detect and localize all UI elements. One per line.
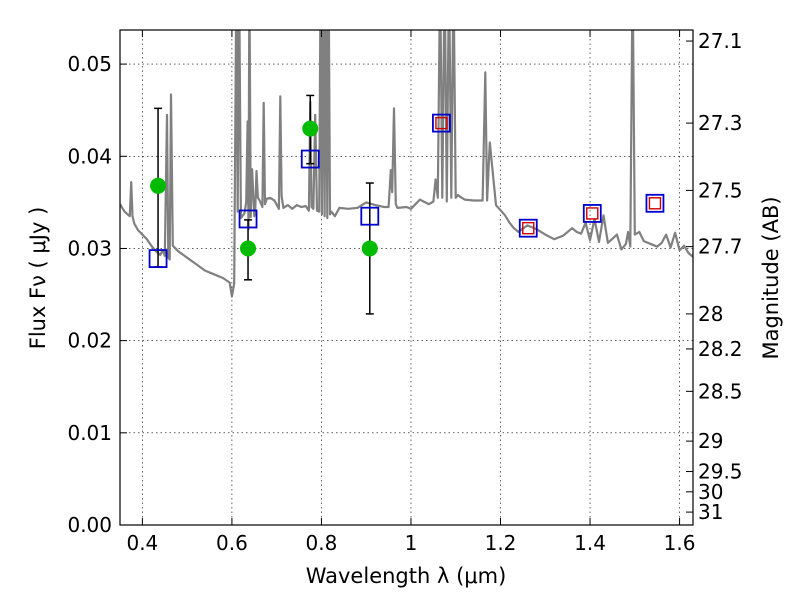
model-flux-square <box>148 249 168 269</box>
model-flux-square <box>432 113 451 133</box>
plot-frame <box>119 29 694 526</box>
y2-axis-label: Magnitude (AB) <box>759 196 783 359</box>
model-spectrum-line <box>120 30 693 298</box>
plot-area <box>120 30 693 525</box>
x-tick-label: 1.2 <box>485 531 517 555</box>
model-flux-square <box>238 209 258 229</box>
marker-layer <box>148 94 665 315</box>
model-flux-square <box>518 218 538 238</box>
y2-tick-label: 27.3 <box>698 111 743 135</box>
y2-tick-label: 30 <box>698 480 723 504</box>
x-tick-label: 0.8 <box>306 531 338 555</box>
observed-flux-point <box>150 177 167 194</box>
model-flux-inner-square <box>586 207 599 220</box>
x-tick-label: 1 <box>405 531 418 555</box>
y-tick-label: 0.00 <box>67 513 112 537</box>
model-flux-square <box>300 149 320 169</box>
y-axis-left: 0.00 0.01 0.02 0.03 0.04 0.05 <box>67 52 127 537</box>
y-tick-label: 0.03 <box>67 236 112 260</box>
x-axis: 0.4 0.6 0.8 1 1.2 1.4 1.6 <box>126 30 695 555</box>
y2-tick-label: 31 <box>698 500 723 524</box>
y-tick-label: 0.05 <box>67 52 112 76</box>
x-tick-label: 0.4 <box>126 531 158 555</box>
x-tick-label: 1.6 <box>664 531 696 555</box>
y-tick-label: 0.04 <box>67 144 112 168</box>
y2-tick-label: 28 <box>698 302 723 326</box>
y2-tick-label: 27.7 <box>698 235 743 259</box>
y2-tick-label: 28.2 <box>698 337 743 361</box>
model-spectrum-layer <box>120 30 693 298</box>
model-flux-square <box>582 204 602 223</box>
y2-tick-label: 29.5 <box>698 460 743 484</box>
model-flux-inner-square <box>648 197 662 210</box>
model-flux-square <box>645 193 665 213</box>
y-tick-label: 0.01 <box>67 421 112 445</box>
y-tick-label: 0.02 <box>67 329 112 353</box>
y2-tick-label: 29 <box>698 429 723 453</box>
y2-tick-label: 27.5 <box>698 178 743 202</box>
model-flux-inner-square <box>522 221 535 235</box>
observed-flux-point <box>240 240 257 257</box>
x-tick-label: 0.6 <box>216 531 248 555</box>
y2-tick-label: 28.5 <box>698 379 743 403</box>
y2-tick-label: 27.1 <box>698 29 743 53</box>
observed-flux-point <box>361 240 378 257</box>
x-tick-label: 1.4 <box>574 531 606 555</box>
model-flux-square <box>360 206 380 226</box>
x-axis-label: Wavelength λ (μm) <box>306 564 507 588</box>
y-axis-label: Flux Fν ( μJy ) <box>26 207 50 350</box>
model-flux-inner-square <box>435 116 448 130</box>
observed-flux-point <box>302 120 319 137</box>
